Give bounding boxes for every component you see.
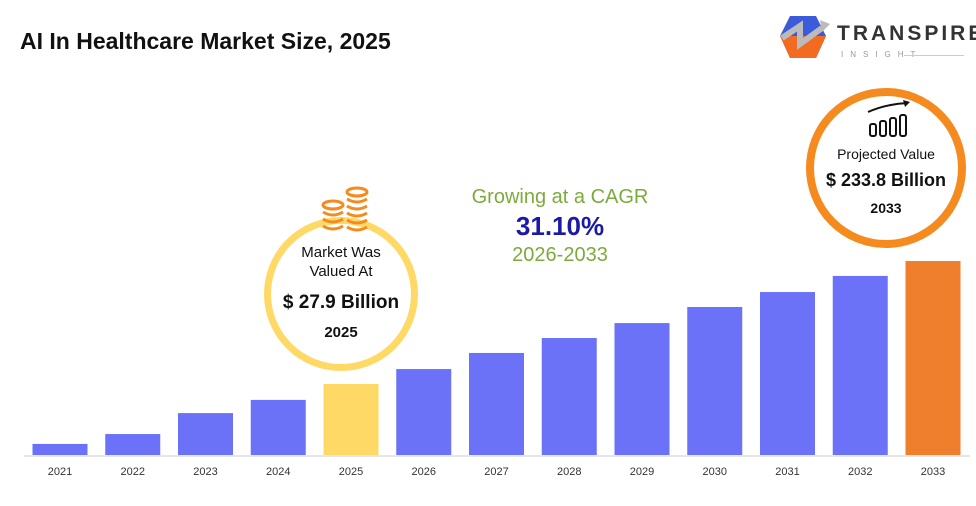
bar-2031	[760, 292, 815, 455]
projected-label: Projected Value	[837, 146, 935, 162]
bar-2025	[323, 383, 379, 455]
x-tick-label: 2033	[921, 466, 945, 478]
growth-bars-icon	[867, 100, 910, 137]
page-title: AI In Healthcare Market Size, 2025	[20, 28, 391, 54]
bar-2021	[32, 443, 88, 455]
bar-2028	[541, 338, 597, 455]
x-tick-label: 2026	[412, 466, 436, 478]
valued-year: 2025	[324, 324, 358, 341]
projected-callout: Projected Value $ 233.8 Billion 2033	[806, 88, 966, 248]
logo: TRANSPIRE INSIGHT	[776, 12, 976, 62]
logo-name: TRANSPIRE	[837, 22, 976, 45]
projected-amount: $ 233.8 Billion	[825, 170, 947, 190]
bar-2030	[687, 306, 743, 455]
coins-icon	[321, 186, 369, 232]
logo-sub: INSIGHT	[841, 50, 923, 59]
x-tick-label: 2021	[48, 466, 72, 478]
x-tick-label: 2022	[121, 466, 145, 478]
bar-2024	[250, 399, 306, 455]
bar-2022	[105, 434, 161, 455]
bar-2026	[396, 369, 452, 455]
cagr-period: 2026-2033	[512, 244, 608, 266]
valued-callout: Market Was Valued At $ 27.9 Billion 2025	[264, 186, 418, 371]
logo-divider	[904, 55, 964, 56]
x-tick-label: 2028	[557, 466, 581, 478]
cagr-label: Growing at a CAGR	[471, 186, 649, 208]
bar-2032	[832, 275, 888, 455]
valued-amount: $ 27.9 Billion	[282, 292, 400, 313]
x-tick-label: 2023	[193, 466, 217, 478]
x-tick-label: 2029	[630, 466, 654, 478]
bar-2029	[614, 323, 670, 455]
x-tick-label: 2025	[339, 466, 363, 478]
bar-2033	[905, 261, 961, 455]
x-tick-label: 2032	[848, 466, 872, 478]
bar-2027	[469, 352, 524, 455]
cagr-block: Growing at a CAGR 31.10% 2026-2033	[440, 186, 680, 267]
valued-line2: Valued At	[309, 263, 373, 280]
projected-year: 2033	[870, 200, 902, 216]
x-tick-label: 2024	[266, 466, 290, 478]
transpire-logo-icon	[780, 16, 830, 58]
valued-line1: Market Was	[301, 244, 381, 261]
bar-2023	[178, 413, 233, 455]
x-tick-label: 2027	[484, 466, 508, 478]
x-tick-label: 2031	[775, 466, 799, 478]
x-tick-label: 2030	[703, 466, 727, 478]
cagr-value: 31.10%	[515, 211, 605, 241]
